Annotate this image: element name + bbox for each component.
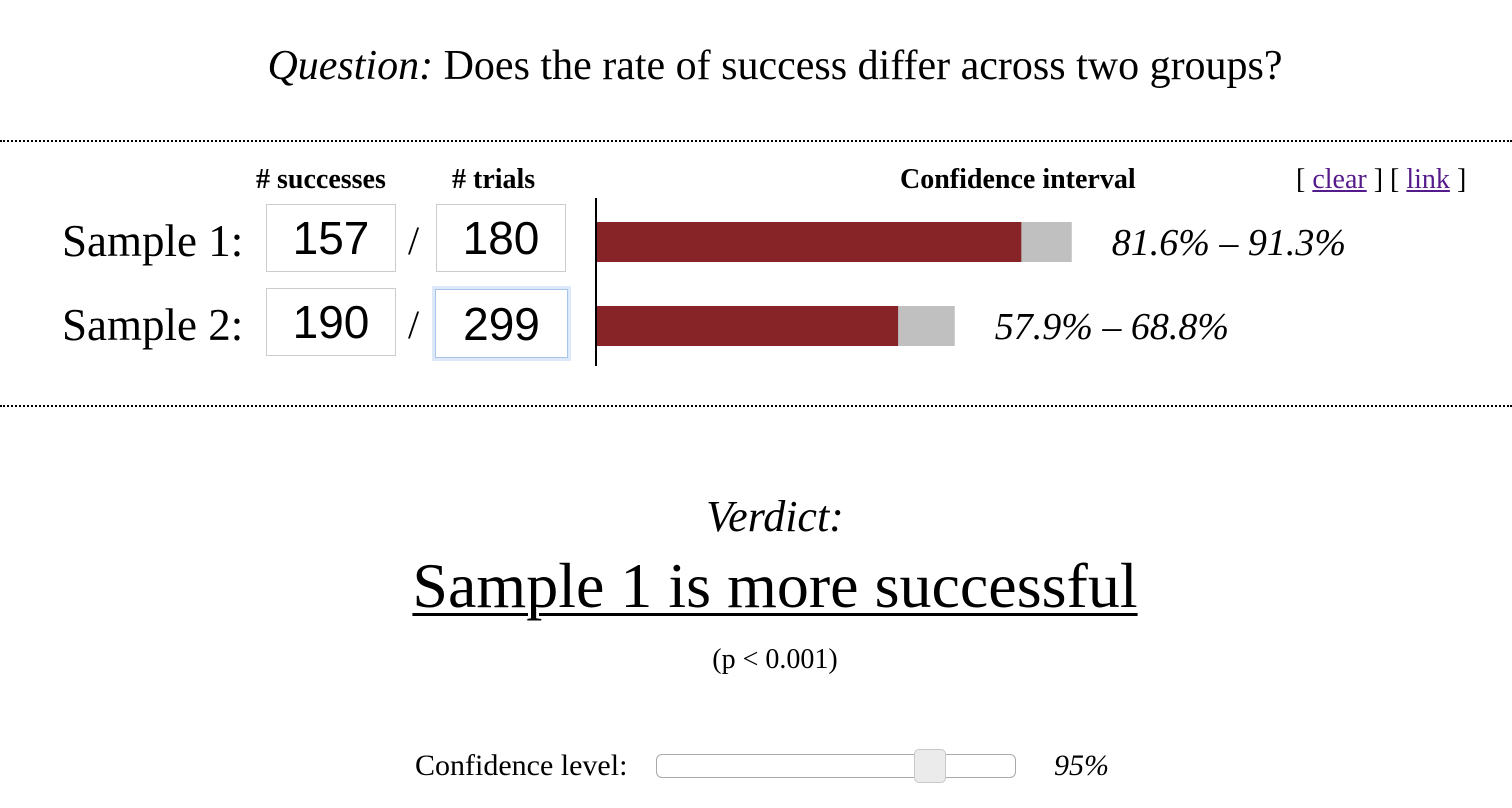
sample-1-label: Sample 1: (62, 216, 244, 266)
verdict-result: Sample 1 is more successful (0, 546, 1512, 626)
confidence-level-label: Confidence level: (415, 749, 628, 782)
clear-link[interactable]: clear (1312, 164, 1367, 195)
sample-1-ci-lower-bar (597, 222, 1022, 262)
sample-1-slash: / (408, 218, 420, 263)
share-link[interactable]: link (1406, 164, 1450, 195)
sample-2-successes-input[interactable] (266, 288, 396, 356)
question-prefix: Question: (267, 43, 434, 89)
confidence-interval-chart (597, 222, 1072, 346)
question-heading: Question: Does the rate of success diffe… (0, 36, 1512, 96)
sample-2-ci-lower-bar (597, 306, 899, 346)
sample-2-slash: / (408, 302, 420, 347)
link-group: [ clear ] [ link ] (1296, 164, 1467, 195)
top-divider (0, 140, 1512, 142)
question-text: Does the rate of success differ across t… (443, 43, 1283, 89)
verdict-result-text: Sample 1 is more successful (412, 550, 1138, 621)
ci-axis-line (595, 198, 597, 366)
confidence-interval-header: Confidence interval (900, 164, 1136, 195)
sample-1-successes-input[interactable] (266, 204, 396, 272)
sample-2-ci-text: 57.9% – 68.8% (994, 306, 1230, 348)
verdict-label: Verdict: (706, 492, 844, 541)
confidence-slider-handle[interactable] (914, 749, 946, 783)
sample-1-ci-text: 81.6% – 91.3% (1111, 222, 1347, 264)
sample-2-trials-input[interactable] (432, 286, 571, 361)
bottom-divider (0, 405, 1512, 407)
confidence-level-slider[interactable] (656, 749, 1016, 783)
sample-1-trials-input[interactable] (436, 204, 566, 272)
sample-2-label: Sample 2: (62, 300, 244, 350)
trials-header: # trials (452, 164, 536, 195)
successes-header: # successes (256, 164, 386, 195)
confidence-level-value: 95% (1054, 749, 1109, 782)
p-value: (p < 0.001) (712, 644, 838, 675)
